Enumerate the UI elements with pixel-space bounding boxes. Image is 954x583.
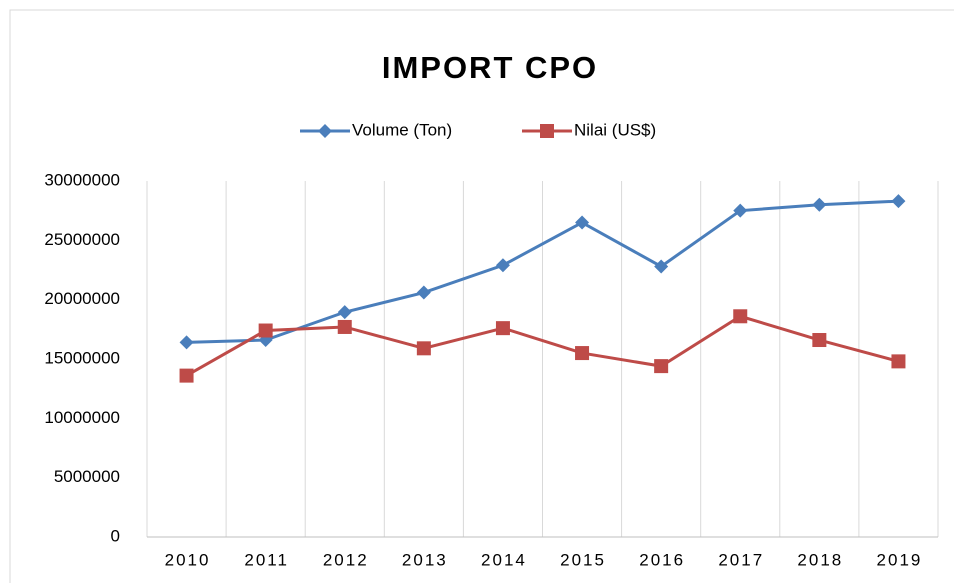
point bbox=[733, 203, 748, 218]
y-tick-label: 30000000 bbox=[44, 170, 120, 189]
x-tick-label: 2010 bbox=[165, 550, 211, 569]
x-tick-label: 2014 bbox=[481, 550, 527, 569]
point bbox=[337, 305, 352, 320]
y-tick-label: 0 bbox=[111, 526, 120, 545]
series-line bbox=[186, 199, 899, 344]
point bbox=[733, 309, 748, 324]
point bbox=[495, 258, 510, 273]
point bbox=[812, 197, 827, 212]
y-tick-label: 10000000 bbox=[44, 408, 120, 427]
point bbox=[540, 124, 554, 138]
point bbox=[654, 259, 669, 274]
chart-title: IMPORT CPO bbox=[382, 50, 598, 85]
x-tick-label: 2015 bbox=[560, 550, 606, 569]
y-tick-label: 5000000 bbox=[54, 467, 120, 486]
y-tick-label: 15000000 bbox=[44, 348, 120, 367]
series-line bbox=[185, 314, 899, 377]
legend-label: Volume (Ton) bbox=[352, 120, 452, 139]
point bbox=[179, 368, 194, 383]
chart-border bbox=[9, 9, 954, 583]
x-tick-label: 2018 bbox=[797, 550, 843, 569]
x-tick-label: 2017 bbox=[718, 550, 764, 569]
legend-label: Nilai (US$) bbox=[574, 120, 656, 139]
point bbox=[495, 321, 510, 336]
point bbox=[318, 124, 332, 138]
point bbox=[179, 335, 194, 350]
point bbox=[575, 215, 590, 230]
point bbox=[812, 333, 827, 348]
point bbox=[416, 285, 431, 300]
point bbox=[891, 194, 906, 209]
x-tick-label: 2012 bbox=[323, 550, 369, 569]
point bbox=[891, 354, 906, 369]
point bbox=[258, 323, 273, 338]
x-tick-label: 2016 bbox=[639, 550, 685, 569]
x-tick-label: 2011 bbox=[244, 550, 289, 569]
point bbox=[654, 359, 669, 374]
x-tick-label: 2019 bbox=[877, 550, 923, 569]
x-tick-label: 2013 bbox=[402, 550, 448, 569]
point bbox=[416, 341, 431, 356]
y-tick-label: 20000000 bbox=[44, 289, 120, 308]
point bbox=[337, 319, 352, 334]
y-tick-label: 25000000 bbox=[44, 230, 120, 249]
point bbox=[575, 346, 590, 361]
